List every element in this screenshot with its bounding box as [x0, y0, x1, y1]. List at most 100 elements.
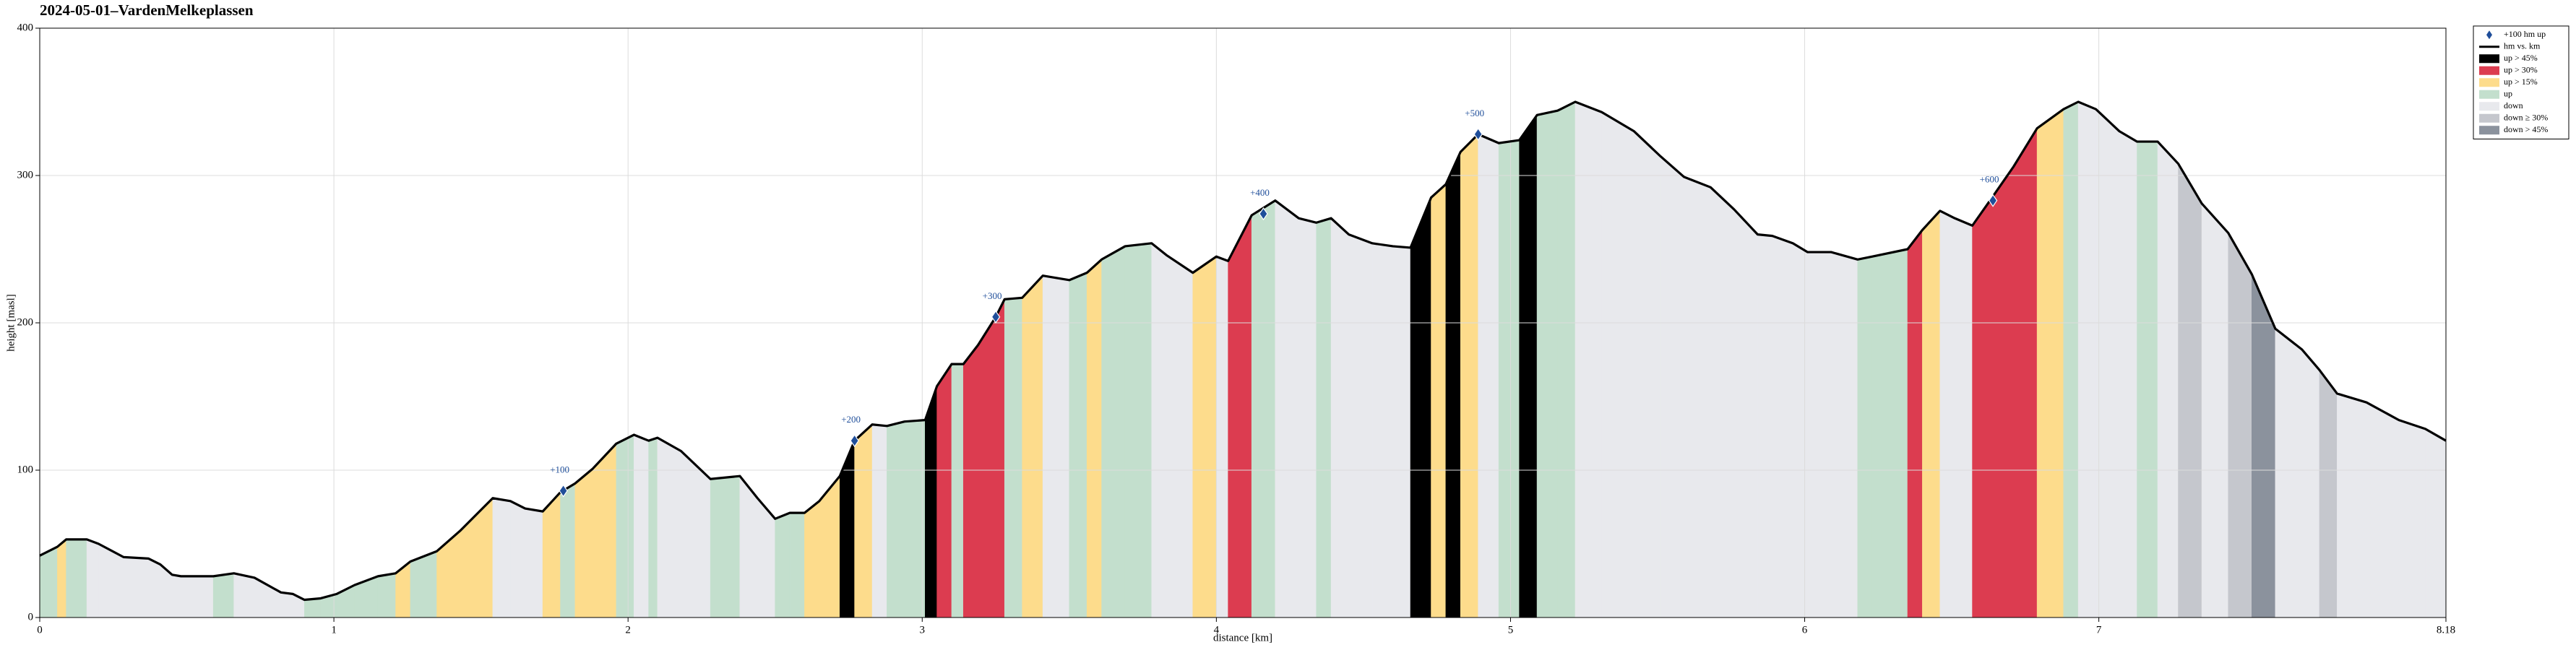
hm-marker	[1259, 207, 1268, 221]
slope-band	[936, 363, 952, 618]
slope-band	[1410, 197, 1431, 618]
plot-frame	[39, 27, 2447, 618]
slope-band	[1151, 243, 1167, 618]
slope-band	[492, 498, 511, 618]
slope-band	[593, 443, 617, 618]
hm-marker-label: +600	[1980, 174, 1999, 185]
slope-band	[887, 421, 905, 618]
slope-band	[1660, 155, 1684, 618]
hm-marker-label: +500	[1465, 108, 1484, 118]
slope-band	[525, 508, 543, 618]
slope-band	[39, 546, 58, 618]
slope-band	[171, 574, 181, 618]
slope-band	[2178, 162, 2202, 618]
slope-band	[1772, 235, 1793, 618]
slope-band	[1536, 110, 1558, 618]
slope-band	[1710, 186, 1735, 618]
slope-band	[1792, 243, 1808, 618]
slope-band	[1460, 134, 1478, 618]
x-tick-label: 6	[1802, 624, 1808, 636]
slope-band	[657, 437, 681, 618]
slope-band	[123, 557, 149, 618]
slope-band	[1348, 234, 1373, 618]
slope-band	[925, 386, 937, 618]
slope-band	[1251, 200, 1276, 618]
slope-band	[1371, 243, 1393, 618]
slope-band	[2228, 232, 2252, 618]
slope-band	[2119, 131, 2137, 618]
x-tick-label: 8.18	[2437, 624, 2455, 636]
slope-band	[181, 576, 214, 618]
hm-marker-label: +200	[841, 414, 861, 425]
slope-band	[2425, 428, 2447, 618]
hm-marker-label: +100	[550, 464, 569, 475]
slope-band	[57, 539, 66, 618]
slope-band	[839, 441, 855, 618]
slope-band	[962, 344, 978, 618]
hm-marker	[1988, 194, 1998, 207]
slope-band	[1445, 152, 1461, 618]
slope-band	[789, 512, 805, 618]
legend-label: up > 15%	[2504, 77, 2538, 87]
slope-band	[2366, 402, 2400, 618]
slope-band	[254, 577, 282, 618]
slope-band	[1275, 200, 1299, 618]
slope-band	[574, 468, 593, 618]
slope-bands	[39, 101, 2447, 618]
slope-band	[1972, 199, 1991, 618]
slope-band	[2095, 108, 2120, 618]
slope-band	[436, 529, 461, 618]
profile-line	[39, 100, 2447, 602]
slope-band	[1575, 101, 1602, 618]
slope-band	[2157, 141, 2179, 618]
hm-marker	[1473, 127, 1483, 141]
slope-band	[304, 598, 322, 618]
slope-band	[2301, 348, 2320, 618]
slope-band	[280, 592, 293, 618]
slope-band	[212, 573, 234, 618]
slope-band	[2201, 202, 2229, 618]
legend-label: hm vs. km	[2504, 41, 2541, 51]
legend-swatch	[2479, 90, 2499, 99]
slope-band	[395, 560, 411, 618]
slope-band	[1101, 246, 1126, 618]
slope-band	[2077, 101, 2096, 618]
x-axis-label: distance [km]	[1213, 632, 1272, 644]
slope-band	[710, 475, 741, 618]
slope-band	[377, 573, 396, 618]
legend-swatch	[2479, 102, 2499, 111]
slope-band	[1807, 251, 1832, 618]
slope-band	[478, 498, 494, 618]
slope-band	[648, 437, 658, 618]
slope-band	[1830, 251, 1858, 618]
slope-band	[1316, 217, 1332, 618]
slope-band	[2275, 328, 2302, 618]
x-tick-label: 5	[1508, 624, 1514, 636]
slope-band	[560, 482, 576, 618]
slope-band	[86, 539, 99, 618]
slope-band	[1478, 134, 1499, 618]
slope-band	[1954, 217, 1973, 618]
y-tick-label: 400	[17, 22, 34, 33]
slope-band	[2398, 420, 2426, 618]
slope-band	[542, 491, 561, 618]
y-tick-label: 200	[17, 316, 34, 328]
hm-marker	[559, 484, 568, 498]
hm-marker	[850, 434, 859, 448]
legend-label: +100 hm up	[2504, 29, 2546, 39]
y-tick-label: 100	[17, 464, 34, 475]
slope-band	[978, 316, 996, 618]
slope-band	[804, 500, 820, 618]
slope-band	[1557, 101, 1576, 618]
slope-band	[1392, 246, 1411, 618]
slope-band	[1757, 234, 1773, 618]
x-tick-label: 0	[37, 624, 43, 636]
legend-swatch	[2479, 113, 2499, 123]
slope-band	[1216, 256, 1228, 618]
legend-marker	[2486, 30, 2492, 40]
slope-band	[2252, 274, 2276, 618]
slope-band	[1857, 256, 1873, 618]
slope-band	[1004, 297, 1022, 618]
slope-band	[1069, 272, 1087, 618]
slope-band	[354, 576, 379, 618]
